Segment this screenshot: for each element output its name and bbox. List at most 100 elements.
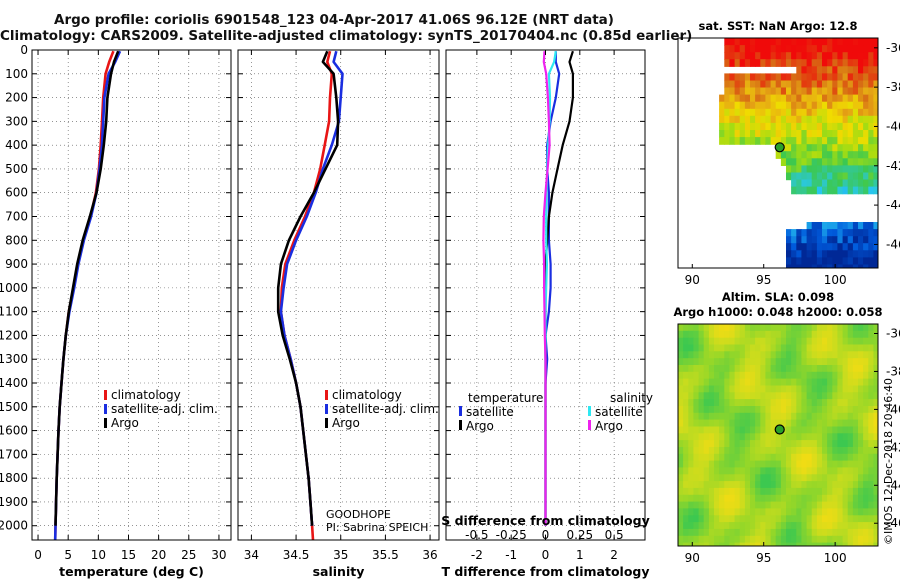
map-cell	[724, 460, 730, 468]
map-cell	[724, 358, 730, 366]
map-cell	[724, 87, 730, 96]
map-cell	[863, 330, 869, 339]
map-cell	[780, 330, 787, 339]
map-cell	[719, 528, 725, 537]
map-cell	[755, 487, 761, 496]
map-cell	[780, 130, 787, 138]
map-cell	[822, 426, 828, 434]
map-cell	[837, 494, 844, 503]
argo-float-marker	[774, 424, 785, 435]
map-cell	[842, 144, 849, 152]
map-cell	[801, 351, 808, 359]
map-cell	[806, 419, 813, 427]
map-cell	[847, 399, 854, 407]
map-cell	[739, 130, 746, 138]
map-cell	[775, 481, 782, 489]
map-cell	[832, 433, 838, 441]
map-cell	[842, 165, 849, 174]
map-cell	[786, 243, 792, 251]
map-cell	[765, 494, 772, 503]
map-cell	[780, 137, 787, 145]
map-cell	[734, 45, 741, 53]
map-cell	[847, 45, 854, 53]
map-cell	[837, 474, 844, 482]
map-cell	[755, 73, 761, 82]
map-cell	[863, 87, 869, 96]
map-cell	[775, 487, 782, 496]
map-cell	[760, 371, 766, 380]
map-cell	[868, 508, 874, 516]
map-cell	[847, 250, 854, 258]
map-cell	[822, 108, 828, 117]
map-cell	[678, 399, 684, 407]
map-cell	[750, 426, 756, 434]
map-cell	[868, 447, 874, 455]
map-cell	[816, 365, 823, 373]
map-cell	[842, 501, 849, 509]
map-cell	[842, 412, 849, 421]
map-cell	[744, 73, 751, 82]
map-cell	[863, 365, 869, 373]
map-cell	[719, 122, 725, 131]
map-cell	[775, 412, 782, 421]
map-cell	[827, 542, 833, 546]
map-cell	[760, 59, 766, 67]
map-cell	[858, 378, 864, 386]
map-cell	[760, 460, 766, 468]
map-cell	[760, 392, 766, 400]
map-cell	[791, 144, 797, 152]
map-cell	[688, 337, 694, 346]
map-cell	[858, 501, 864, 509]
map-cell	[750, 412, 756, 421]
map-cell	[837, 344, 844, 352]
map-cell	[724, 337, 730, 346]
map-cell	[750, 542, 756, 546]
map-cell	[693, 453, 700, 462]
map-cell	[719, 378, 725, 386]
map-cell	[873, 80, 878, 89]
map-cell	[786, 52, 792, 60]
map-cell	[816, 172, 823, 181]
map-cell	[842, 59, 849, 67]
map-cell	[775, 151, 782, 159]
map-cell	[827, 378, 833, 386]
map-cell	[842, 365, 849, 373]
map-cell	[868, 419, 874, 427]
map-cell	[780, 38, 787, 46]
map-cell	[837, 151, 844, 159]
map-frame	[677, 37, 879, 269]
map-cell	[847, 508, 854, 516]
map-cell	[832, 229, 838, 237]
map-cell	[873, 52, 878, 60]
map-cell	[852, 378, 859, 386]
map-cell	[780, 501, 787, 509]
map-cell	[724, 447, 730, 455]
map-cell	[765, 440, 772, 448]
map-cell	[873, 467, 878, 475]
map-cell	[678, 522, 684, 530]
map-cell	[703, 412, 710, 421]
map-cell	[765, 474, 772, 482]
map-cell	[811, 508, 818, 516]
map-cell	[811, 371, 818, 380]
map-cell	[842, 433, 849, 441]
map-cell	[770, 392, 777, 400]
map-cell	[770, 508, 777, 516]
map-cell	[801, 80, 808, 89]
map-cell	[739, 45, 746, 53]
map-cell	[780, 467, 787, 475]
map-cell	[734, 94, 741, 103]
map-cell	[708, 330, 715, 339]
map-cell	[801, 535, 808, 544]
map-cell	[868, 122, 874, 131]
map-cell	[780, 522, 787, 530]
map-cell	[832, 487, 838, 496]
map-cell	[801, 378, 808, 386]
map-cell	[868, 433, 874, 441]
map-cell	[816, 257, 823, 266]
map-cell	[806, 501, 813, 509]
map-cell	[760, 515, 766, 523]
map-cell	[775, 73, 782, 82]
map-cell	[729, 330, 736, 339]
map-cell	[796, 501, 802, 509]
